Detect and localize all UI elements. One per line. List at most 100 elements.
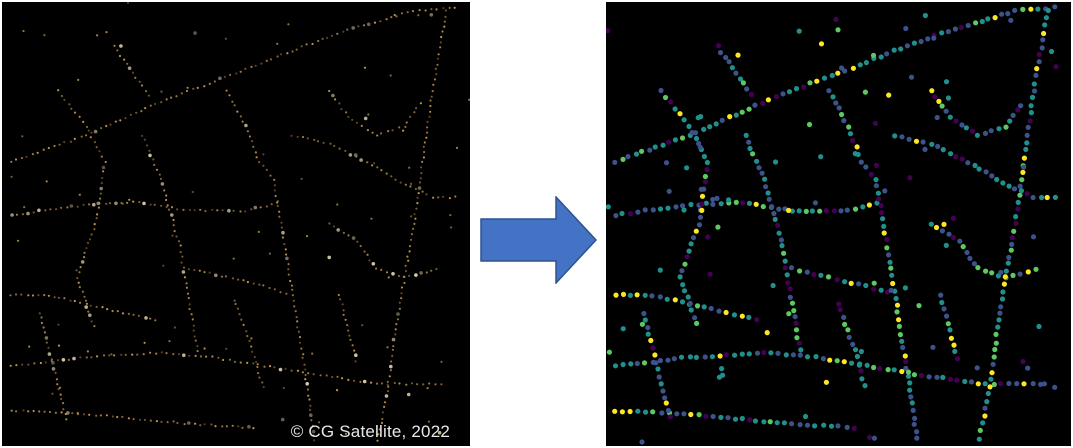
light-point [228,358,232,361]
streetlight-dot [1003,268,1009,274]
light-point [408,250,411,253]
streetlight-dot [846,124,852,130]
streetlight-dot [858,348,864,355]
light-point [268,365,272,368]
light-point [73,299,76,303]
light-point [127,66,132,70]
light-point [73,137,76,140]
streetlight-dot [782,265,788,271]
light-point [38,312,41,315]
streetlight-dot [866,202,872,208]
light-point [87,310,90,313]
streetlight-dot [825,274,832,280]
light-point [395,15,398,18]
light-point [182,353,186,358]
light-point [49,208,52,211]
streetlight-dot [829,72,835,79]
streetlight-dot [1024,191,1030,197]
light-point [170,206,174,209]
light-point [413,213,416,216]
light-point [284,248,287,251]
streetlight-dot [664,296,670,302]
light-point [181,255,184,258]
streetlight-dot [658,381,664,387]
streetlight-dot [870,52,877,59]
light-point [83,251,86,254]
streetlight-dot [702,179,708,185]
streetlight-dot [668,99,674,105]
streetlight-dot [797,352,803,358]
light-point [416,202,419,205]
light-point [286,52,289,55]
light-point [78,271,81,274]
streetlight-dot [788,265,795,271]
light-point [155,168,159,171]
light-point [166,421,169,424]
streetlight-dot [940,147,946,153]
streetlight-dot [826,88,832,94]
streetlight-dot [779,243,785,249]
streetlight-dot [761,419,767,425]
streetlight-dot [1036,323,1042,330]
streetlight-dot [925,36,931,42]
streetlight-dot [645,325,651,331]
streetlight-dot [649,293,655,299]
light-point [238,313,241,316]
light-point [93,228,96,231]
light-point [220,275,224,278]
streetlight-dot [619,409,625,415]
streetlight-dot [863,164,869,170]
streetlight-dot [885,367,891,373]
streetlight-dot [704,159,710,166]
streetlight-dot [725,415,731,421]
light-point [152,158,155,161]
streetlight-dot [928,221,934,227]
light-point [79,301,82,304]
streetlight-dot [710,196,716,203]
light-point [437,53,440,56]
streetlight-dot [884,51,890,57]
streetlight-dot [839,111,845,118]
streetlight-dot [794,335,800,341]
light-point [32,409,35,413]
light-point [99,186,103,191]
light-point [146,144,149,147]
light-point [252,427,255,430]
light-point [211,355,214,358]
streetlight-dot [775,222,781,228]
light-point [62,402,65,405]
light-point [56,359,60,362]
light-point [80,260,85,264]
light-point [16,239,20,242]
light-point [187,296,190,300]
light-point [188,303,191,306]
light-point [298,341,301,344]
streetlight-dot [982,381,988,387]
light-point [28,345,31,348]
light-point [205,355,208,358]
light-point [344,318,347,321]
streetlight-dot [858,368,864,374]
light-point [298,336,302,339]
streetlight-dot [906,136,912,142]
streetlight-dot [994,176,1000,183]
light-point [310,419,313,422]
streetlight-dot [1008,247,1014,253]
light-point [246,130,249,133]
light-point [148,149,151,152]
light-point [142,353,145,356]
light-point [120,353,123,356]
light-point [280,53,283,56]
streetlight-dot [665,357,671,363]
light-point [380,382,384,385]
streetlight-dot [773,94,780,100]
light-point [172,353,175,356]
light-point [183,276,187,279]
streetlight-dot [929,141,935,147]
streetlight-dot [948,151,954,157]
streetlight-dot [922,146,928,152]
light-point [269,174,272,177]
light-point [353,349,356,352]
streetlight-dot [899,368,905,375]
streetlight-dot [665,205,671,211]
